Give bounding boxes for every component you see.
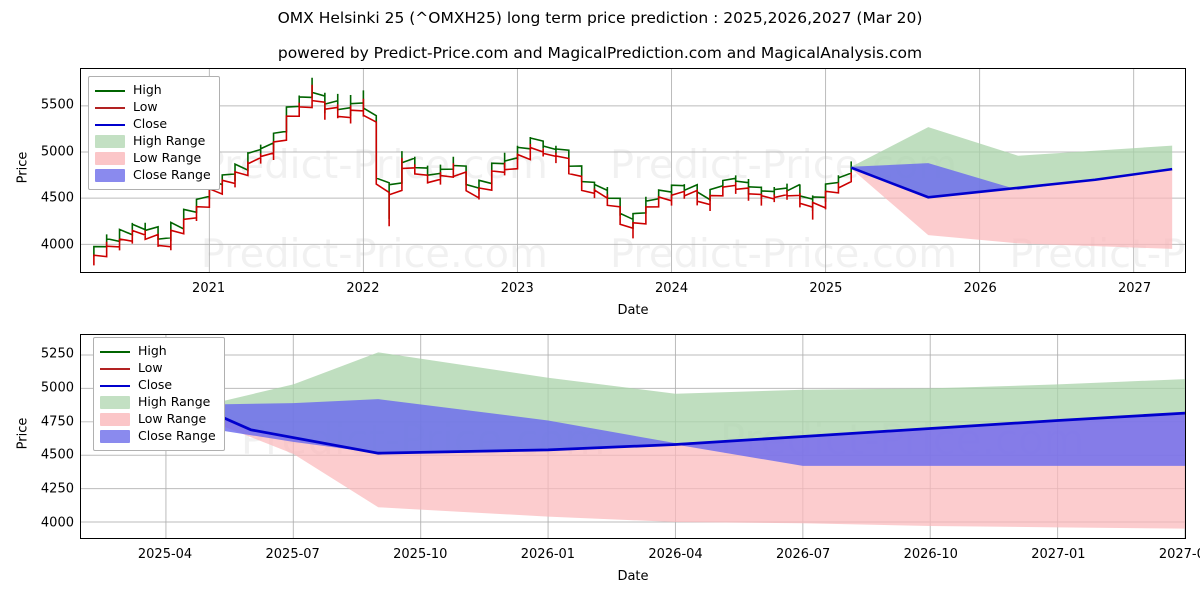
legend-item-close: Close [100,377,216,394]
legend-label: Close [138,377,173,393]
y-tick: 5000 [40,144,74,160]
legend-swatch-close-range-icon [95,169,125,182]
legend-label: High Range [138,394,211,410]
x-tick: 2026-10 [903,547,958,562]
x-axis-label-detail: Date [617,569,649,584]
legend-swatch-high-range-icon [95,135,125,148]
y-tick: 5000 [40,380,74,396]
legend-label: High [138,343,167,359]
y-tick: 4750 [40,414,74,430]
legend-label: Low [133,99,158,115]
overview-plot-area: Predict-Price.com Predict-Price.com Predic… [80,68,1186,273]
legend-item-close-range: Close Range [100,428,216,445]
x-tick: 2027 [1118,281,1152,296]
legend-item-low: Low [95,99,211,116]
legend-item-low-range: Low Range [100,411,216,428]
legend-label: Low [138,360,163,376]
legend-swatch-low-icon [95,101,125,115]
legend-swatch-high-icon [100,345,130,359]
x-tick: 2025-07 [265,547,320,562]
chart-title: OMX Helsinki 25 (^OMXH25) long term pric… [277,9,923,27]
x-tick: 2025-10 [393,547,448,562]
legend-label: High Range [133,133,206,149]
legend-label: High [133,82,162,98]
legend-item-high-range: High Range [95,133,211,150]
legend-overview: High Low Close High Range Low Range Close Ran… [88,76,220,190]
x-axis-label-overview: Date [617,303,649,318]
chart-subtitle: powered by Predict-Price.com and Magical… [277,44,923,62]
legend-item-high: High [100,343,216,360]
legend-item-low: Low [100,360,216,377]
legend-label: Close Range [138,428,216,444]
legend-item-close-range: Close Range [95,167,211,184]
x-tick: 2027-04 [1158,547,1200,562]
y-tick: 4500 [40,190,74,206]
legend-swatch-low-icon [100,362,130,376]
x-tick: 2026-04 [648,547,703,562]
y-tick: 5250 [40,346,74,362]
legend-swatch-high-icon [95,84,125,98]
x-tick: 2026-07 [775,547,831,562]
legend-swatch-high-range-icon [100,396,130,409]
legend-item-close: Close [95,116,211,133]
svg-text:Predict-Price.com: Predict-Price.com [201,142,548,188]
legend-swatch-close-icon [100,379,130,393]
x-tick: 2025 [809,281,843,296]
y-tick: 4250 [40,481,74,497]
legend-swatch-low-range-icon [100,413,130,426]
y-tick: 5500 [40,97,74,113]
x-tick: 2022 [346,281,380,296]
legend-item-high: High [95,82,211,99]
x-tick: 2026-01 [520,547,576,562]
x-tick: 2026 [963,281,997,296]
svg-text:Predict-Price.com: Predict-Price.com [610,231,957,272]
legend-label: Close [133,116,168,132]
legend-swatch-low-range-icon [95,152,125,165]
y-tick: 4000 [40,515,74,531]
x-tick: 2021 [192,281,226,296]
y-tick: 4000 [40,237,74,253]
legend-label: Low Range [138,411,207,427]
legend-swatch-close-range-icon [100,430,130,443]
legend-label: Low Range [133,150,202,166]
x-tick: 2023 [500,281,534,296]
overview-plot-svg: Predict-Price.com Predict-Price.com Predic… [81,69,1185,272]
legend-swatch-close-icon [95,118,125,132]
svg-text:Predict-Price.com: Predict-Price.com [201,231,548,272]
x-tick: 2025-04 [137,547,193,562]
legend-item-high-range: High Range [100,394,216,411]
x-tick: 2027-01 [1031,547,1086,562]
legend-detail: High Low Close High Range Low Range Close Ran… [93,337,225,451]
legend-item-low-range: Low Range [95,150,211,167]
y-tick: 4500 [40,447,74,463]
x-tick: 2024 [655,281,689,296]
legend-label: Close Range [133,167,211,183]
